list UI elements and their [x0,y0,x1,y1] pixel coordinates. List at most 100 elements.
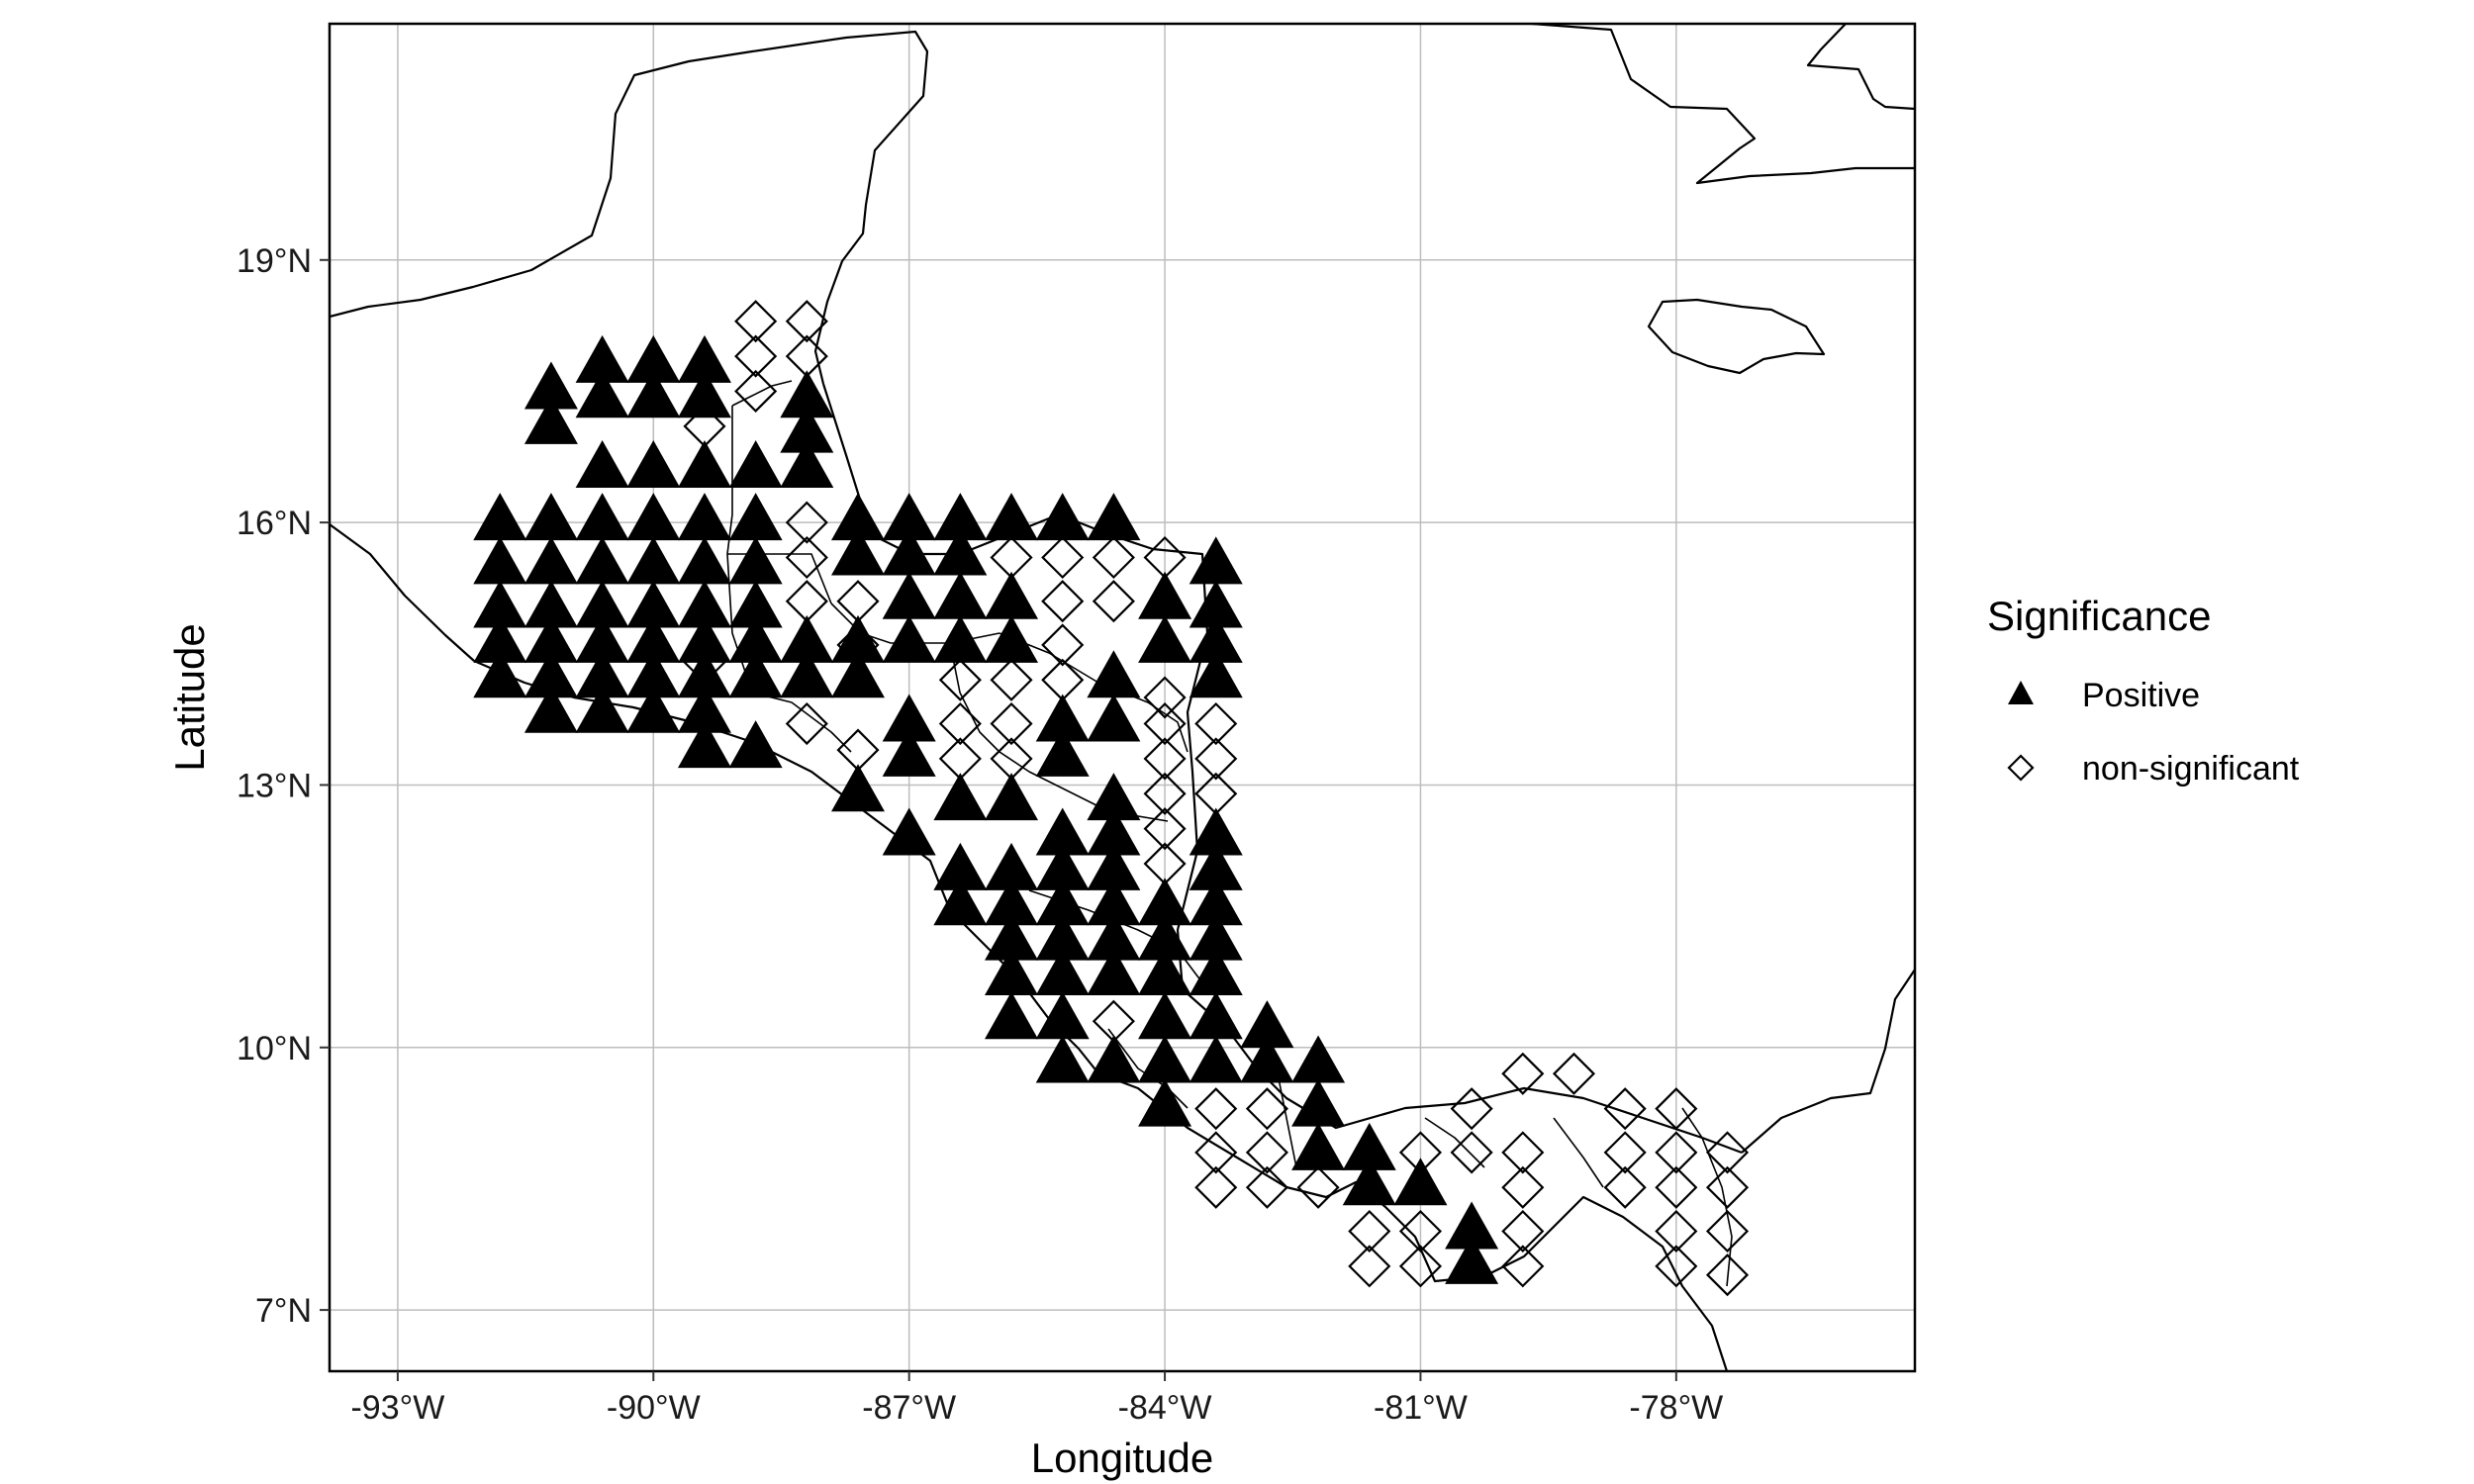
positive-point [1035,842,1090,890]
coastline-cuba-east [1806,24,1915,111]
nonsignificant-point [1450,1087,1493,1131]
nonsignificant-point [1501,1165,1545,1209]
positive-point [985,948,1039,996]
positive-point [882,807,936,856]
nonsignificant-point [785,701,828,746]
positive-point [985,912,1039,961]
legend-marker-positive [2008,681,2034,704]
positive-point [831,764,885,812]
positive-point [780,614,834,663]
positive-point [575,650,629,698]
positive-point [728,720,783,769]
x-tick-label: -87°W [862,1389,956,1427]
nonsignificant-point [938,701,982,746]
positive-point [1445,1201,1499,1250]
positive-point [575,536,629,585]
nonsignificant-point [1501,1245,1545,1288]
positive-point [1189,580,1243,628]
positive-point [575,580,629,628]
positive-point [473,650,527,698]
positive-point [1138,571,1192,619]
x-tick-label: -93°W [350,1389,444,1427]
nonsignificant-point [1143,676,1187,719]
positive-point [626,334,681,383]
positive-point [677,650,731,698]
positive-point [626,536,681,585]
nonsignificant-point [1705,1209,1750,1253]
nonsignificant-point [1603,1087,1647,1131]
positive-point [523,650,578,698]
positive-point [1189,912,1243,961]
nonsignificant-point [1603,1165,1647,1209]
positive-point [523,685,578,733]
positive-point [728,536,783,585]
positive-point [626,493,681,541]
nonsignificant-point [1143,772,1187,815]
positive-point [1035,493,1090,541]
positive-point [1138,614,1192,663]
positive-point [677,493,731,541]
y-tick-label: 7°N [255,1292,312,1330]
positive-point [1189,650,1243,698]
positive-point [523,580,578,628]
nonsignificant-point [990,701,1033,746]
x-tick-label: -78°W [1629,1389,1723,1427]
positive-point [882,694,936,742]
nonsignificant-point [1041,580,1085,623]
positive-point [1291,1078,1346,1127]
positive-point [1087,694,1141,742]
positive-point [831,650,885,698]
positive-point [523,396,578,444]
positive-point [985,614,1039,663]
positive-point [1240,1035,1294,1083]
nonsignificant-point [1705,1253,1750,1297]
positive-point [882,527,936,576]
positive-point [728,580,783,628]
positive-point [1189,536,1243,585]
nonsignificant-point [1296,1165,1340,1209]
y-axis: 7°N 10°N 13°N 16°N 19°N [237,242,330,1330]
positive-point [523,614,578,663]
nonsignificant-point [1194,1087,1238,1131]
legend-label-nonsig: non-significant [2082,750,2300,788]
nonsignificant-point [1655,1087,1698,1131]
positive-point [1035,912,1090,961]
nonsignificant-point [1603,1131,1647,1174]
nonsignificant-point [1143,701,1187,746]
coastline-yucatan [330,30,929,385]
nonsignificant-point [785,535,828,580]
positive-point [1087,912,1141,961]
positive-point [1087,1035,1141,1083]
nonsignificant-point [1143,737,1187,781]
nonsignificant-point [1398,1209,1443,1253]
positive-point [780,440,834,489]
positive-point [1189,878,1243,926]
positive-point [1138,1035,1192,1083]
nonsignificant-point [1705,1131,1750,1174]
nonsignificant-point [1501,1209,1545,1253]
legend: Significance Positive non-significant [1987,593,2300,788]
coastline-pacific-mexico [330,523,475,662]
nonsignificant-point [1041,535,1085,580]
nonsignificant-point [1194,1131,1238,1174]
positive-point [626,580,681,628]
nonsignificant-point [938,658,982,701]
positive-point [1087,650,1141,698]
positive-point [575,493,629,541]
positive-point [1138,948,1192,996]
positive-point [728,650,783,698]
nonsignificant-point [990,658,1033,701]
positive-point [933,571,988,619]
positive-point [1035,694,1090,742]
nonsignificant-point [1245,1087,1288,1131]
positive-point [1189,948,1243,996]
positive-point [473,614,527,663]
positive-point [831,527,885,576]
positive-point [677,580,731,628]
positive-point [933,878,988,926]
positive-point [882,614,936,663]
x-tick-label: -84°W [1118,1389,1212,1427]
positive-point [1342,1122,1396,1170]
nonsignificant-point [1194,701,1238,746]
positive-point [1189,614,1243,663]
